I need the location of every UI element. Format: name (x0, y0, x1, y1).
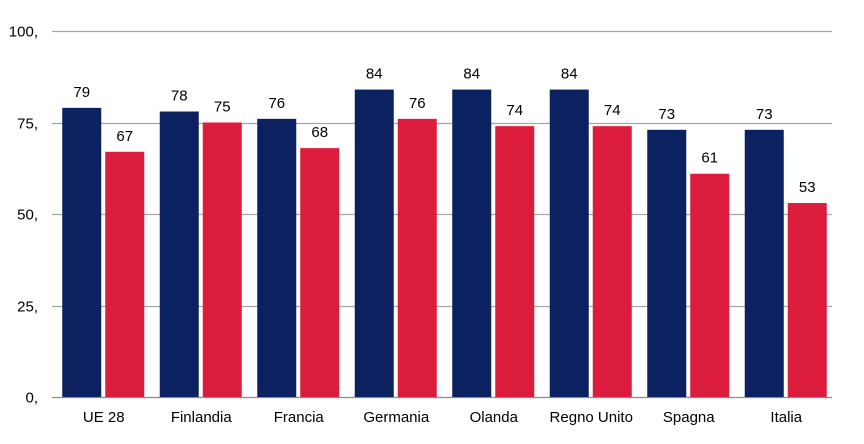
category-label: Regno Unito (550, 409, 633, 426)
category-label: UE 28 (83, 409, 125, 426)
data-label: 79 (73, 84, 90, 101)
y-tick-label: 50, (17, 207, 38, 224)
category-label: Germania (363, 409, 430, 426)
bar-series-1 (549, 89, 589, 397)
bar-series-1 (354, 89, 394, 397)
bar-series-1 (257, 118, 297, 397)
bars (62, 89, 827, 398)
y-tick-label: 25, (17, 299, 38, 316)
data-label: 73 (658, 106, 675, 123)
bar-series-1 (647, 129, 687, 397)
bar-series-2 (592, 126, 632, 397)
bar-series-2 (495, 126, 535, 397)
y-axis-tick-labels: 0, 25, 50, 75, 100, (9, 24, 38, 407)
bar-series-1 (159, 111, 199, 398)
category-label: Italia (770, 409, 802, 426)
data-label: 84 (561, 66, 578, 83)
bar-series-2 (787, 203, 827, 397)
data-label: 76 (409, 95, 426, 112)
bar-series-1 (452, 89, 492, 397)
data-label: 68 (311, 124, 328, 141)
bar-series-2 (397, 118, 437, 397)
y-tick-label: 100, (9, 24, 38, 41)
category-label: Spagna (663, 409, 715, 426)
category-label: Francia (274, 409, 325, 426)
y-tick-label: 75, (17, 116, 38, 133)
data-label: 73 (756, 106, 773, 123)
bar-series-2 (105, 151, 145, 397)
y-tick-label: 0, (25, 390, 38, 407)
bar-series-2 (202, 122, 242, 397)
data-label: 53 (799, 179, 816, 196)
bar-series-1 (62, 107, 102, 398)
bar-series-2 (300, 148, 340, 397)
bar-series-1 (744, 129, 784, 397)
data-labels: 79 67 78 75 76 68 84 76 84 74 84 74 73 61 73 53 (73, 66, 815, 196)
data-label: 74 (506, 102, 523, 119)
data-label: 75 (214, 99, 231, 116)
category-label: Finlandia (171, 409, 233, 426)
data-label: 84 (463, 66, 480, 83)
category-label: Olanda (470, 409, 519, 426)
data-label: 84 (366, 66, 383, 83)
data-label: 61 (701, 150, 718, 167)
data-label: 76 (268, 95, 285, 112)
data-label: 67 (116, 128, 133, 145)
data-label: 78 (171, 88, 188, 105)
x-axis-category-labels: UE 28 Finlandia Francia Germania Olanda Regno… (83, 409, 803, 426)
data-label: 74 (604, 102, 621, 119)
bar-series-2 (690, 173, 730, 397)
